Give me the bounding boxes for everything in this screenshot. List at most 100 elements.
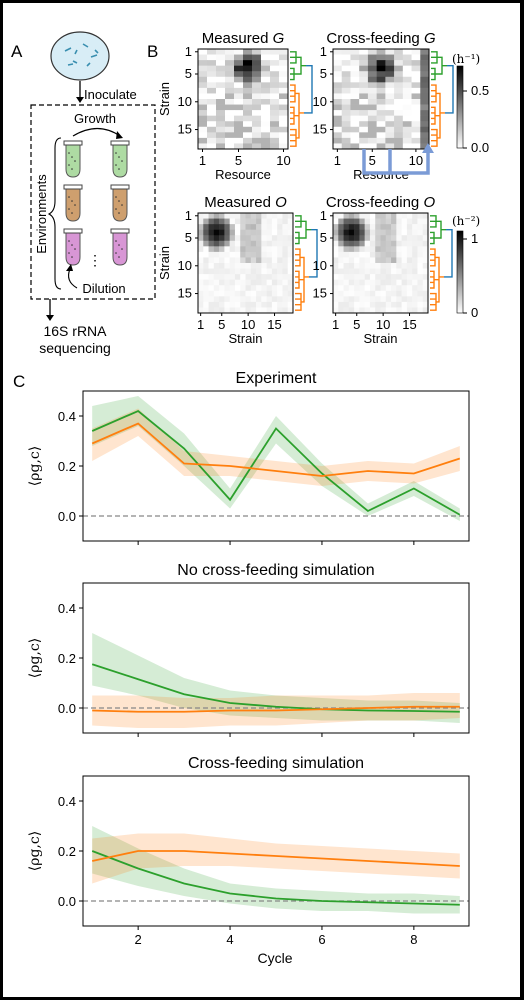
heatmap-cell [224, 263, 230, 269]
heatmap-cell [338, 235, 344, 242]
heatmap-cell [359, 296, 365, 303]
heatmap-cell [364, 246, 371, 253]
heatmap-cell [266, 218, 273, 225]
heatmap-cell [224, 268, 230, 275]
heatmap-cell [376, 87, 386, 94]
heatmap-cell [333, 143, 343, 150]
heatmap-cell [245, 218, 252, 225]
heatmap-cell [359, 213, 365, 219]
heatmap-cell [198, 213, 204, 219]
heatmap-cell [277, 257, 283, 264]
heatmap-cell [216, 132, 226, 139]
heatmap-cell [369, 301, 376, 308]
heatmap-cell [348, 307, 355, 314]
heatmap-cell [203, 268, 209, 275]
heatmap-cell [385, 296, 392, 303]
heatmap-cell [266, 229, 273, 236]
heatmap-cell [256, 307, 262, 314]
dendrogram [295, 215, 318, 311]
confidence-band [92, 633, 460, 723]
heatmap-cell [396, 301, 402, 308]
heatmap-cell [256, 274, 262, 280]
heatmap-cell [359, 99, 369, 105]
growth-arrow [72, 127, 121, 137]
heatmap-cell [203, 296, 209, 303]
y-tick-label: 15 [178, 122, 192, 137]
heatmap-cell [376, 60, 386, 66]
heatmap-cell [261, 137, 271, 144]
heatmap-cell [354, 307, 360, 314]
heatmap-cell [420, 76, 430, 83]
heatmap-cell [271, 274, 278, 280]
heatmap-cell [261, 235, 267, 242]
heatmap-cell [376, 82, 386, 89]
heatmap-cell [333, 268, 339, 275]
heatmap-cell [234, 60, 244, 66]
heatmap-cell [343, 240, 350, 247]
heatmap-cell [245, 268, 252, 275]
heatmap-cell [207, 104, 217, 111]
heatmap-cell [207, 99, 217, 105]
heatmap-cell [266, 263, 273, 269]
heatmap-cell [224, 251, 230, 258]
heatmap-cell [380, 224, 387, 230]
heatmap-cell [256, 246, 262, 253]
heatmap-cell [256, 268, 262, 275]
heatmap-cell [224, 290, 230, 297]
heatmap-cell [375, 240, 381, 247]
heatmap-cell [406, 296, 413, 303]
heatmap-cell [364, 251, 371, 258]
heatmap-cell [243, 93, 253, 100]
heatmap-cell [245, 285, 252, 292]
heatmap-cell [240, 246, 246, 253]
heatmap-cell [219, 229, 225, 236]
heatmap-cell [380, 218, 387, 225]
x-tick-label: 5 [235, 153, 242, 168]
heatmap-cell [229, 274, 236, 280]
heatmap-cell [198, 143, 208, 150]
heatmap-cell [338, 257, 344, 264]
heatmap-ylabel: Strain [157, 246, 172, 280]
heatmap-cell [208, 296, 215, 303]
heatmap-cell [367, 93, 377, 100]
line-plot-1: Experiment 0.4 0.2 0.0 ⟨ρg,c⟩ [27, 370, 470, 545]
y-tick-label: 5 [185, 230, 192, 245]
heatmap-cell [287, 240, 294, 247]
heatmap-cell [341, 65, 351, 72]
heatmap-cell [216, 54, 226, 61]
heatmap-cell [282, 257, 289, 264]
heatmap-cell [240, 240, 246, 247]
heatmap-cell [367, 65, 377, 72]
heatmap-cell [394, 49, 404, 55]
heatmap-cell [411, 93, 421, 100]
heatmap-cell [287, 229, 294, 236]
heatmap-cell [271, 229, 278, 236]
heatmap-cell [376, 76, 386, 83]
heatmap-cell [359, 229, 365, 236]
x-tick-label: 1 [197, 317, 204, 332]
heatmap-cell [341, 71, 351, 78]
heatmap-cell [256, 224, 262, 230]
heatmap-cell [422, 246, 429, 253]
heatmap-cell [420, 121, 430, 128]
heatmap-cell [369, 307, 376, 314]
heatmap-cell [279, 87, 289, 94]
heatmap-cell [333, 121, 343, 128]
confidence-band [92, 826, 460, 914]
heatmap-cell [375, 229, 381, 236]
heatmap-cell [380, 307, 387, 314]
y-tick-label: 10 [178, 258, 192, 273]
heatmap-cell [234, 263, 241, 269]
heatmap-cell [225, 143, 235, 150]
heatmap-cell [234, 246, 241, 253]
heatmap-cell [333, 71, 343, 78]
heatmap-cell [216, 49, 226, 55]
confidence-band [92, 396, 460, 521]
panel-a-label: A [11, 42, 23, 61]
heatmap-cell [261, 213, 267, 219]
heatmap-cell [359, 121, 369, 128]
heatmap-cell [412, 251, 418, 258]
heatmap-cell [207, 143, 217, 150]
heatmap-cell [208, 251, 215, 258]
heatmap-cell [224, 285, 230, 292]
